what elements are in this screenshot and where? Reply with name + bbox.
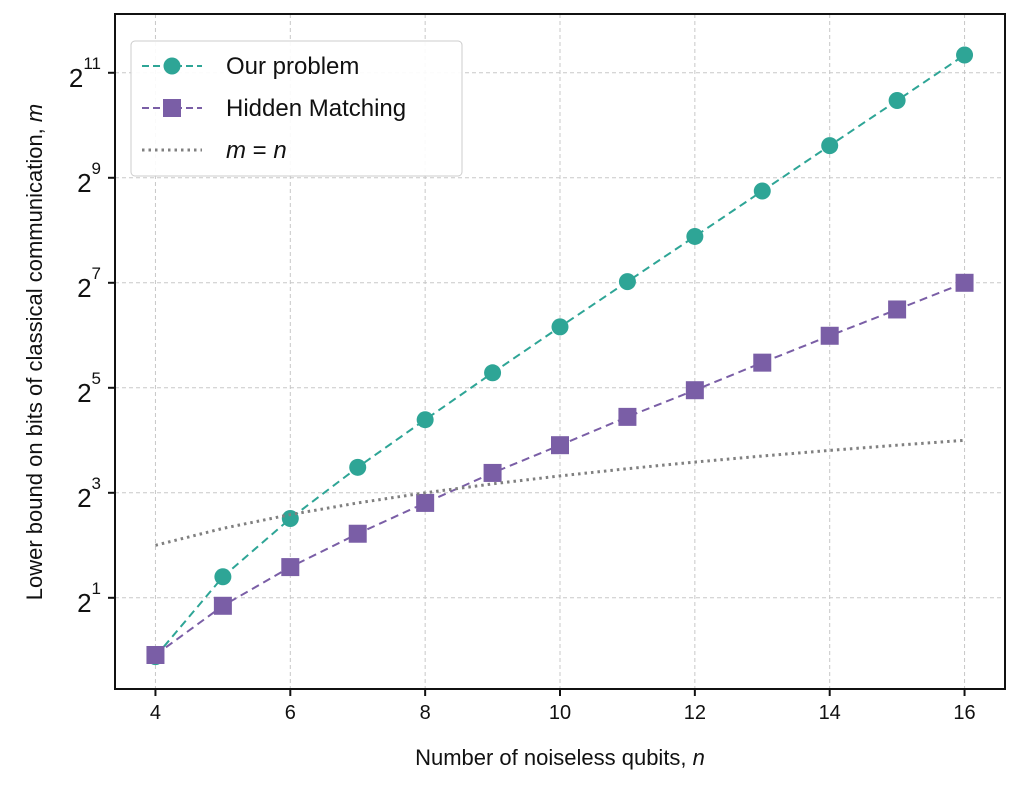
data-point-square [146, 645, 165, 664]
x-tick-label: 12 [684, 702, 706, 724]
data-point-circle [686, 227, 704, 245]
y-tick-label: 21 [77, 579, 101, 618]
data-point-square [416, 493, 435, 512]
legend-label: Our problem [226, 53, 359, 80]
data-point-circle [821, 137, 839, 155]
legend-marker-circle [163, 57, 181, 75]
y-tick-label: 27 [77, 264, 101, 303]
data-point-circle [618, 273, 636, 291]
data-point-square [618, 407, 637, 426]
data-point-circle [753, 182, 771, 200]
legend-label: m = n [226, 137, 287, 164]
data-point-circle [888, 92, 906, 110]
y-tick-label: 23 [77, 474, 101, 513]
y-tick-label: 25 [77, 369, 101, 408]
data-point-square [213, 596, 232, 615]
x-tick-label: 14 [819, 702, 841, 724]
x-axis-label: Number of noiseless qubits, n [415, 745, 705, 770]
legend: Our problem Hidden Matching m = n [130, 40, 463, 177]
data-point-circle [551, 318, 569, 336]
ticks: 4 6 8 10 12 14 16 21 23 25 27 29 211 [69, 54, 976, 724]
data-point-square [685, 381, 704, 400]
y-axis-label: Lower bound on bits of classical communi… [22, 104, 47, 600]
x-tick-label: 16 [953, 702, 975, 724]
data-point-circle [416, 411, 434, 429]
data-point-square [348, 524, 367, 543]
data-point-square [888, 300, 907, 319]
data-point-square [281, 558, 300, 577]
x-tick-label: 6 [285, 702, 296, 724]
y-tick-label: 29 [77, 159, 101, 198]
data-point-square [483, 463, 502, 482]
data-point-square [820, 326, 839, 345]
data-point-square [753, 353, 772, 372]
data-point-circle [214, 568, 232, 586]
series-layer [146, 46, 974, 666]
x-tick-label: 10 [549, 702, 571, 724]
x-tick-label: 4 [150, 702, 161, 724]
x-tick-label: 8 [420, 702, 431, 724]
data-point-circle [349, 458, 367, 476]
data-point-square [955, 273, 974, 292]
series-line-2 [155, 438, 965, 547]
legend-marker-square [163, 99, 181, 117]
data-point-circle [281, 509, 299, 527]
legend-label: Hidden Matching [226, 95, 406, 122]
data-point-circle [956, 46, 974, 64]
legend-box [130, 40, 463, 177]
data-point-circle [484, 364, 502, 382]
data-point-square [551, 436, 569, 455]
y-tick-label: 211 [69, 54, 101, 93]
